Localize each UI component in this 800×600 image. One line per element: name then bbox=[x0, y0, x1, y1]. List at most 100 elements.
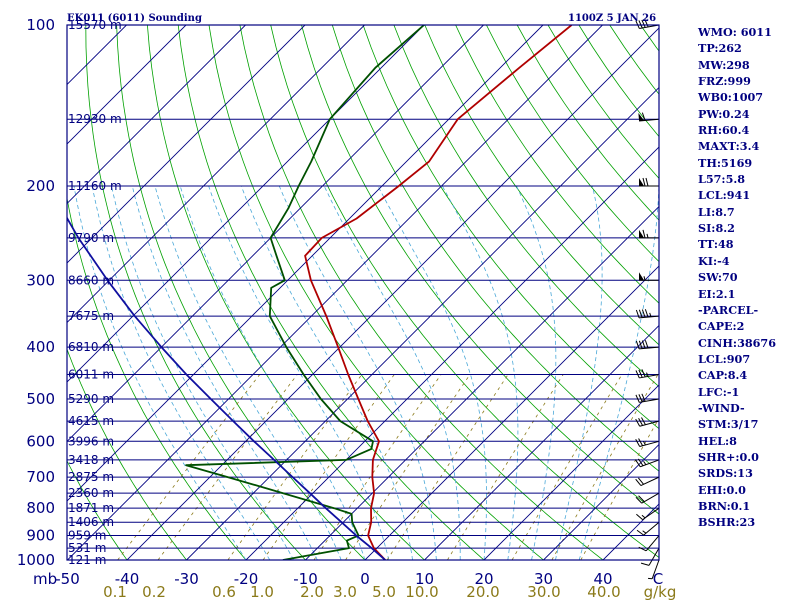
height-label: 531 m bbox=[68, 541, 106, 555]
stat-line: LFC:-1 bbox=[698, 384, 740, 399]
height-label: 6011 m bbox=[68, 367, 114, 381]
mixing-ratio-label: 5.0 bbox=[372, 583, 396, 600]
stat-line: TH:5169 bbox=[698, 155, 753, 170]
wind-barb-half-flag bbox=[646, 233, 649, 239]
wind-barb-flag bbox=[644, 19, 649, 28]
height-label: 5290 m bbox=[68, 392, 114, 406]
wind-barb-staff bbox=[645, 535, 660, 552]
height-label: 1871 m bbox=[68, 501, 114, 515]
wind-barb-flag bbox=[641, 417, 646, 425]
pressure-tick-label: 700 bbox=[26, 468, 55, 486]
dry-adiabat bbox=[208, 25, 545, 560]
wind-barb-flag bbox=[635, 496, 643, 504]
wind-barb-staff bbox=[640, 476, 660, 487]
isotherm bbox=[67, 25, 365, 324]
wind-barb bbox=[635, 309, 660, 319]
wind-barb bbox=[648, 559, 660, 580]
dry-adiabat bbox=[455, 25, 659, 304]
stat-line: SRDS:13 bbox=[698, 466, 753, 481]
wind-barb-flag bbox=[641, 393, 646, 402]
isotherm bbox=[67, 25, 306, 264]
temperature-tick-label: -20 bbox=[234, 570, 259, 588]
wind-barb bbox=[635, 417, 660, 427]
plot-frame bbox=[66, 24, 660, 561]
height-label: 959 m bbox=[68, 529, 106, 543]
wind-barb-flag bbox=[642, 229, 646, 239]
wind-barb-flag bbox=[638, 394, 643, 403]
pressure-tick-label: 400 bbox=[26, 338, 55, 356]
wind-barb-flag bbox=[638, 340, 643, 349]
wind-barb-half-flag bbox=[643, 461, 647, 465]
height-label: 1406 m bbox=[68, 515, 114, 529]
mixing-ratio-line bbox=[157, 374, 298, 560]
wind-barb-flag bbox=[635, 309, 640, 318]
stat-line: TT:48 bbox=[698, 237, 734, 252]
stat-line: -WIND- bbox=[698, 400, 745, 415]
wind-barb-staff bbox=[642, 507, 660, 521]
wind-barb-flag bbox=[635, 459, 641, 468]
wind-barb-staff bbox=[639, 346, 660, 350]
wind-barb-staff bbox=[639, 440, 660, 447]
temperature-tick-label: -30 bbox=[174, 570, 199, 588]
pressure-tick-label: 900 bbox=[26, 527, 55, 545]
wind-barb-flag bbox=[641, 340, 646, 349]
profile-layer bbox=[67, 25, 573, 560]
isotherm bbox=[67, 25, 544, 502]
wind-barb bbox=[635, 458, 660, 468]
stat-line: EI:2.1 bbox=[698, 286, 736, 301]
wind-barb-staff bbox=[639, 398, 660, 403]
dry-adiabat bbox=[270, 25, 659, 558]
stat-line: FRZ:999 bbox=[698, 74, 751, 89]
wind-barb bbox=[639, 272, 659, 281]
wind-barb bbox=[635, 492, 660, 504]
stat-line: KI:-4 bbox=[698, 253, 730, 268]
wind-barb-flag bbox=[635, 370, 640, 379]
stat-line: HEL:8 bbox=[698, 433, 737, 448]
height-label: 121 m bbox=[68, 553, 106, 567]
moist-adiabat bbox=[179, 185, 366, 560]
wind-barb bbox=[639, 177, 659, 187]
stat-line: WMO: 6011 bbox=[698, 25, 772, 39]
wind-barb-pennant bbox=[638, 112, 645, 121]
isotherm bbox=[67, 25, 484, 443]
mixing-ratio-label: 40.0 bbox=[587, 583, 620, 600]
mixing-ratio-label: 1.0 bbox=[250, 583, 274, 600]
mixing-ratio-label: 2.0 bbox=[300, 583, 324, 600]
wind-barb-flag bbox=[636, 513, 643, 521]
isotherm bbox=[543, 443, 659, 560]
grid-layer bbox=[67, 25, 659, 560]
wind-barb-layer bbox=[635, 19, 660, 580]
wind-barb-flag bbox=[638, 438, 644, 446]
mixing-ratio-label: 0.2 bbox=[142, 583, 166, 600]
mixing-ratio-label: 20.0 bbox=[466, 583, 499, 600]
wind-barb-staff bbox=[648, 547, 660, 566]
stat-line: STM:3/17 bbox=[698, 417, 759, 432]
stat-line: LCL:907 bbox=[698, 351, 751, 366]
stat-line: LCL:941 bbox=[698, 188, 751, 203]
moist-adiabat bbox=[555, 186, 603, 560]
wind-barb-half-flag bbox=[643, 441, 646, 446]
wind-barb-staff bbox=[639, 420, 660, 427]
station-title: EK011 (6011) Sounding bbox=[67, 13, 202, 24]
dry-adiabat bbox=[362, 25, 659, 430]
wind-barb-flag bbox=[640, 562, 650, 566]
wind-barb-flag bbox=[642, 177, 646, 187]
wind-barb bbox=[638, 535, 660, 552]
wind-barb bbox=[635, 438, 660, 447]
mixing-ratio-label: 0.6 bbox=[212, 583, 236, 600]
pressure-tick-label: 600 bbox=[26, 432, 55, 450]
stat-line: BSHR:23 bbox=[698, 515, 756, 530]
wind-barb-staff bbox=[640, 459, 660, 468]
stat-line: CAP:8.4 bbox=[698, 368, 748, 383]
wind-barb-flag bbox=[635, 478, 642, 486]
stat-line: CAPE:2 bbox=[698, 319, 745, 334]
wind-barb-flag bbox=[638, 20, 643, 29]
wind-barb-flag bbox=[635, 439, 641, 447]
stat-line: PW:0.24 bbox=[698, 106, 750, 121]
dry-adiabat bbox=[85, 25, 307, 560]
mixing-ratio-label: 30.0 bbox=[527, 583, 560, 600]
height-label: 8660 m bbox=[68, 273, 114, 287]
dry-adiabat bbox=[147, 25, 426, 560]
height-label: 7675 m bbox=[68, 309, 114, 323]
wind-barb-half-flag bbox=[646, 372, 649, 377]
